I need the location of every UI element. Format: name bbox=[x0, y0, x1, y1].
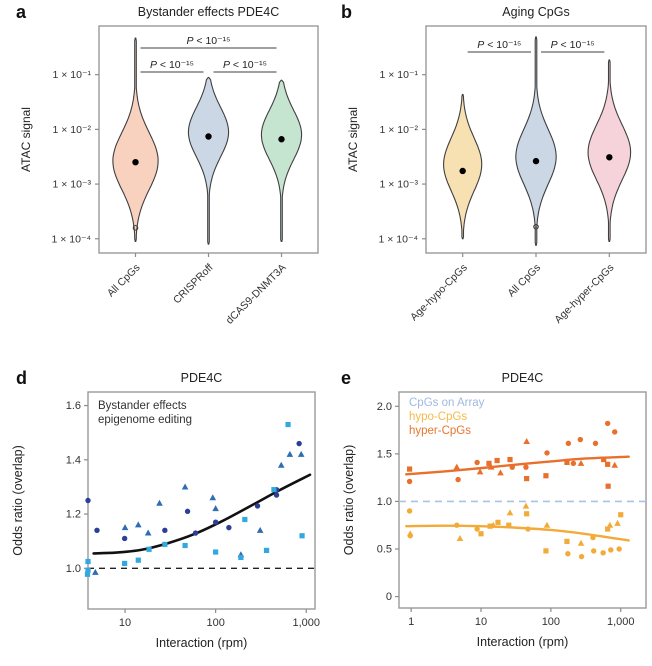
svg-text:CpGs on Array: CpGs on Array bbox=[409, 397, 485, 409]
chart-svg-b: Aging CpGs 1 × 10⁻¹ 1 × 10⁻² 1 × 10⁻³ 1 × 10… bbox=[346, 5, 647, 326]
svg-text:Bystander effects PDE4C: Bystander effects PDE4C bbox=[138, 5, 280, 19]
svg-text:P < 10⁻¹⁵: P < 10⁻¹⁵ bbox=[223, 59, 267, 71]
chart-svg-a: Bystander effects PDE4C 1 × 10⁻¹ 1 × 10⁻² 1… bbox=[19, 5, 319, 327]
panel-d-scatter-chart: PDE4C 10 100 1,000 1.0 1.2 1.4 1.6 Interaction (… bbox=[0, 366, 330, 666]
svg-text:Bystander effects: Bystander effects bbox=[98, 400, 187, 412]
chart-svg-e: PDE4C 1 10 100 1,000 0 0.5 1.0 1.5 2.0 Interaction… bbox=[342, 371, 647, 649]
svg-text:Interaction (rpm): Interaction (rpm) bbox=[477, 635, 569, 649]
svg-text:1 × 10⁻³: 1 × 10⁻³ bbox=[52, 179, 91, 191]
svg-text:Aging CpGs: Aging CpGs bbox=[502, 5, 569, 19]
svg-text:1.0: 1.0 bbox=[66, 563, 81, 575]
svg-text:hyper-CpGs: hyper-CpGs bbox=[409, 425, 471, 437]
svg-text:CRISPRoff: CRISPRoff bbox=[171, 262, 216, 307]
panel-letter-d: d bbox=[16, 368, 27, 388]
chart-svg-d: PDE4C 10 100 1,000 1.0 1.2 1.4 1.6 Interaction (… bbox=[11, 371, 320, 650]
svg-text:1 × 10⁻¹: 1 × 10⁻¹ bbox=[52, 69, 91, 81]
svg-text:1 × 10⁻⁴: 1 × 10⁻⁴ bbox=[51, 233, 91, 245]
svg-text:1,000: 1,000 bbox=[607, 616, 635, 628]
series-triangle-points bbox=[92, 450, 305, 575]
svg-text:P < 10⁻¹⁵: P < 10⁻¹⁵ bbox=[186, 35, 230, 47]
svg-text:All CpGs: All CpGs bbox=[105, 262, 143, 300]
svg-text:1,000: 1,000 bbox=[292, 617, 320, 629]
svg-text:dCAS9-DNMT3A: dCAS9-DNMT3A bbox=[224, 262, 289, 327]
series-hypo-CpGs bbox=[406, 502, 624, 560]
panel-b-violin-chart: Aging CpGs 1 × 10⁻¹ 1 × 10⁻² 1 × 10⁻³ 1 × 10… bbox=[330, 0, 652, 366]
svg-text:PDE4C: PDE4C bbox=[181, 371, 223, 385]
svg-text:All CpGs: All CpGs bbox=[505, 262, 543, 300]
panel-a-violin-chart: Bystander effects PDE4C 1 × 10⁻¹ 1 × 10⁻² 1… bbox=[0, 0, 330, 366]
svg-text:1 × 10⁻¹: 1 × 10⁻¹ bbox=[379, 69, 418, 81]
svg-text:P < 10⁻¹⁵: P < 10⁻¹⁵ bbox=[477, 39, 521, 51]
svg-text:ATAC signal: ATAC signal bbox=[346, 107, 360, 172]
svg-text:hypo-CpGs: hypo-CpGs bbox=[409, 411, 467, 423]
svg-text:1.4: 1.4 bbox=[66, 454, 81, 466]
panel-letter-b: b bbox=[341, 2, 352, 22]
svg-text:ATAC signal: ATAC signal bbox=[19, 107, 33, 172]
svg-text:1.2: 1.2 bbox=[66, 509, 81, 521]
panel-letter-e: e bbox=[341, 368, 352, 388]
panel-e-scatter-chart: PDE4C 1 10 100 1,000 0 0.5 1.0 1.5 2.0 Interaction… bbox=[330, 366, 652, 666]
svg-text:100: 100 bbox=[542, 616, 560, 628]
svg-text:0.5: 0.5 bbox=[377, 544, 392, 556]
svg-text:Age-hypo-CpGs: Age-hypo-CpGs bbox=[408, 262, 470, 324]
svg-text:1 × 10⁻³: 1 × 10⁻³ bbox=[379, 179, 418, 191]
svg-text:1 × 10⁻²: 1 × 10⁻² bbox=[52, 124, 91, 136]
svg-text:1: 1 bbox=[408, 616, 414, 628]
svg-text:10: 10 bbox=[475, 616, 487, 628]
svg-text:1 × 10⁻⁴: 1 × 10⁻⁴ bbox=[378, 233, 418, 245]
series-square-points bbox=[84, 421, 305, 577]
svg-text:Interaction (rpm): Interaction (rpm) bbox=[156, 636, 248, 650]
series-hyper-CpGs bbox=[406, 420, 619, 489]
svg-text:Odds ratio (overlap): Odds ratio (overlap) bbox=[11, 445, 25, 555]
svg-text:2.0: 2.0 bbox=[377, 401, 392, 413]
svg-text:P < 10⁻¹⁵: P < 10⁻¹⁵ bbox=[551, 39, 595, 51]
svg-text:1.5: 1.5 bbox=[377, 448, 392, 460]
svg-text:100: 100 bbox=[206, 617, 224, 629]
svg-text:0: 0 bbox=[386, 591, 392, 603]
series-circle-points bbox=[85, 440, 302, 542]
svg-text:1 × 10⁻²: 1 × 10⁻² bbox=[379, 124, 418, 136]
svg-text:PDE4C: PDE4C bbox=[502, 371, 544, 385]
svg-text:Age-hyper-CpGs: Age-hyper-CpGs bbox=[552, 262, 616, 326]
svg-text:P < 10⁻¹⁵: P < 10⁻¹⁵ bbox=[150, 59, 194, 71]
svg-text:1.0: 1.0 bbox=[377, 496, 392, 508]
svg-text:10: 10 bbox=[119, 617, 131, 629]
svg-text:1.6: 1.6 bbox=[66, 400, 81, 412]
svg-text:Odds ratio (overlap): Odds ratio (overlap) bbox=[342, 445, 356, 555]
svg-text:epigenome editing: epigenome editing bbox=[98, 414, 192, 426]
panel-letter-a: a bbox=[16, 2, 27, 22]
